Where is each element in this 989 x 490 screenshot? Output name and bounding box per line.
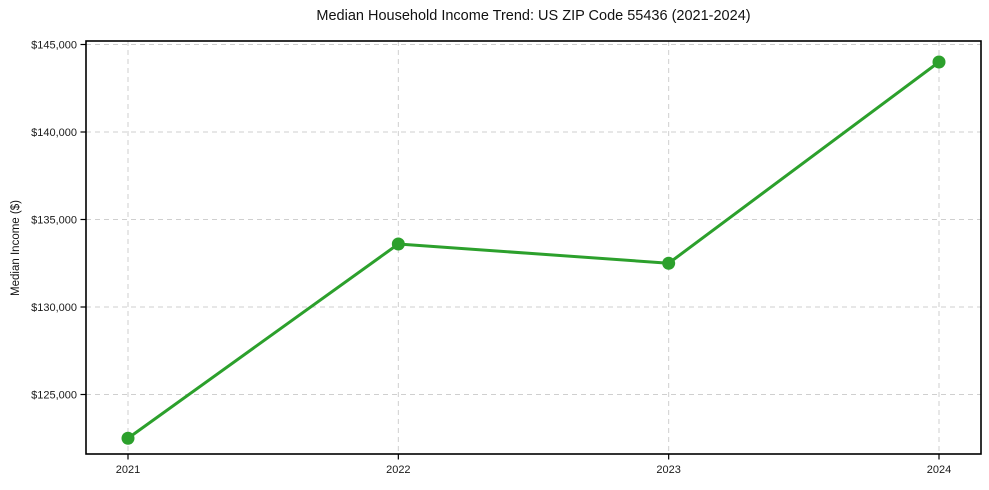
x-tick-label: 2024	[927, 464, 951, 476]
y-tick-label: $135,000	[31, 214, 77, 226]
x-tick-label: 2023	[656, 464, 680, 476]
data-point-marker	[932, 55, 946, 69]
trend-line	[126, 60, 941, 440]
x-tick-label: 2022	[386, 464, 410, 476]
y-tick-label: $130,000	[31, 302, 77, 314]
data-point-marker	[391, 237, 405, 251]
y-tick-label: $125,000	[31, 389, 77, 401]
y-tick-label: $145,000	[31, 39, 77, 51]
y-tick-label: $140,000	[31, 127, 77, 139]
chart-title: Median Household Income Trend: US ZIP Co…	[316, 8, 751, 24]
data-point-marker	[662, 256, 676, 270]
axes-spines	[85, 40, 982, 455]
x-tick-label: 2021	[116, 464, 140, 476]
data-point-marker	[121, 431, 135, 445]
